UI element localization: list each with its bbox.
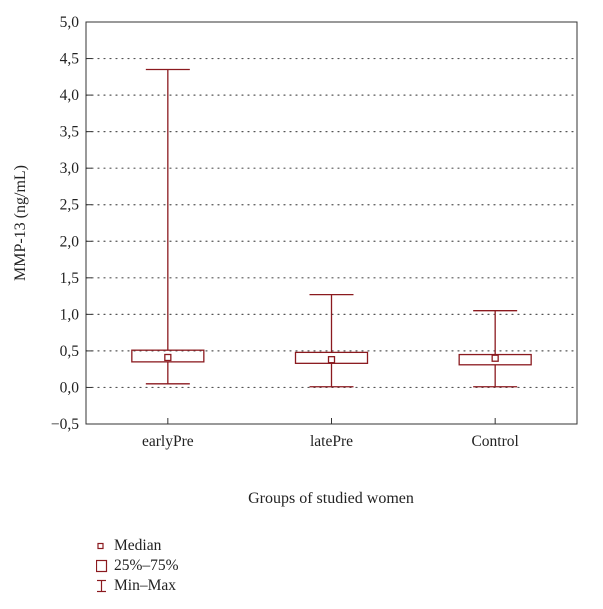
median-marker-icon (97, 542, 104, 550)
y-axis-ticks: −0,5 0,0 0,5 1,0 1,5 2,0 2,5 3,0 3,5 4,0 4,5 5,0 (51, 14, 92, 433)
legend-label-box: 25%–75% (114, 557, 179, 574)
x-tick-label: earlyPre (142, 433, 194, 450)
x-axis-ticks: earlyPre latePre Control (142, 418, 519, 450)
y-tick-label: 0,0 (60, 379, 80, 396)
x-tick-label: latePre (310, 433, 353, 450)
median-marker (327, 356, 336, 364)
legend-label-median: Median (114, 537, 162, 554)
x-axis-label: Groups of studied women (248, 490, 414, 507)
box-group-Control (458, 310, 532, 388)
y-tick-label: 2,5 (60, 197, 80, 214)
y-tick-label: 1,5 (60, 270, 80, 287)
legend-label-whisker: Min–Max (114, 577, 176, 594)
y-tick-label: 4,0 (60, 87, 80, 104)
y-tick-label: 5,0 (60, 14, 80, 31)
y-tick-label: 4,5 (60, 51, 80, 68)
median-marker (491, 354, 499, 362)
y-axis-label: MMP-13 (ng/mL) (12, 165, 29, 281)
box-group-earlyPre (131, 68, 205, 385)
median-marker (164, 353, 172, 362)
whisker-marker-icon (97, 579, 106, 593)
iqr-box (131, 349, 205, 363)
boxplot-chart: −0,5 0,0 0,5 1,0 1,5 2,0 2,5 3,0 3,5 4,0 4,5 5,0 ea… (12, 14, 578, 507)
iqr-box (458, 353, 532, 366)
x-tick-label: Control (471, 433, 518, 450)
y-tick-label: 2,0 (60, 233, 80, 250)
y-tick-label: 1,0 (60, 306, 80, 323)
y-tick-label: 3,5 (60, 124, 80, 141)
box-marker-icon (96, 559, 108, 573)
box-series (131, 68, 532, 388)
y-tick-label: 0,5 (60, 343, 80, 360)
box-group-latePre (294, 293, 369, 388)
iqr-box (294, 351, 369, 364)
y-tick-label: 3,0 (60, 160, 80, 177)
y-tick-label: −0,5 (51, 416, 79, 433)
